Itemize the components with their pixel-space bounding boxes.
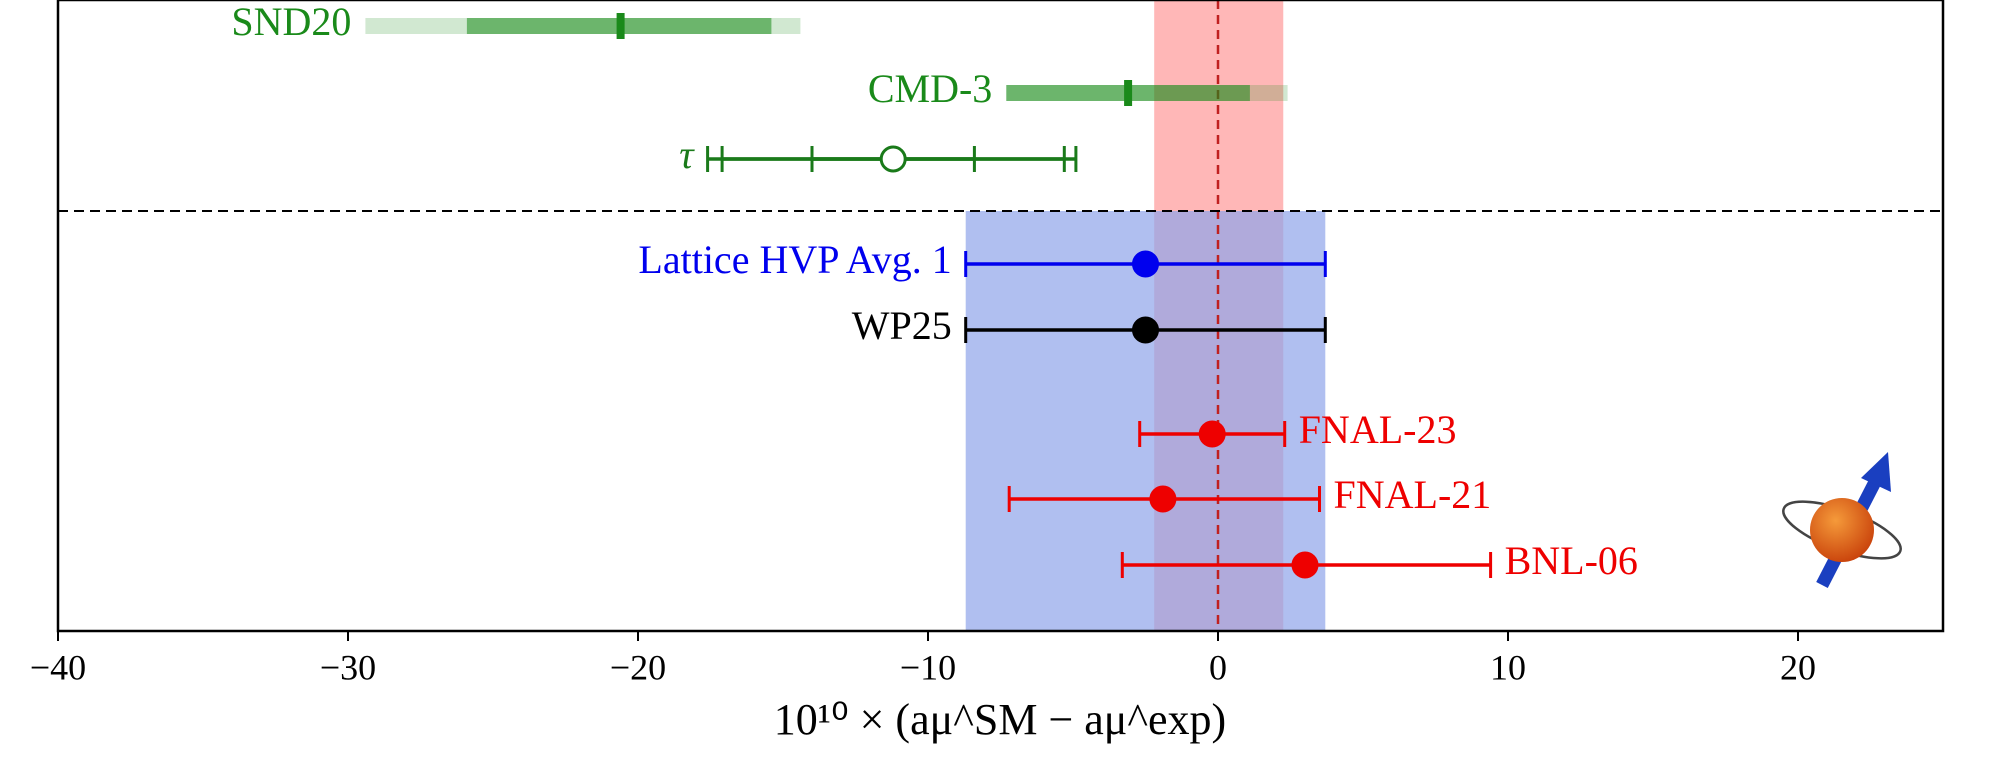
x-tick-label: −40 [30, 647, 86, 687]
series-label: BNL-06 [1505, 538, 1638, 583]
central-value [1124, 80, 1133, 106]
x-tick-label: −10 [900, 647, 956, 687]
x-tick-label: 20 [1780, 647, 1816, 687]
central-value [879, 145, 907, 173]
central-value [1291, 551, 1319, 579]
series-label: FNAL-21 [1334, 472, 1492, 517]
x-axis-label: 10¹⁰ × (aμ^SM − aμ^exp) [774, 695, 1226, 744]
x-tick-label: 0 [1209, 647, 1227, 687]
central-value [1149, 485, 1177, 513]
central-value [616, 13, 625, 39]
bands [965, 0, 1326, 631]
series-label: SND20 [231, 0, 351, 44]
axes-frame [56, 0, 1945, 633]
x-tick-label: 10 [1490, 647, 1526, 687]
marks: SND20 CMD-3 τ Lattice HVP Avg. 1 WP25 FNAL-23… [231, 0, 1638, 583]
central-value [1132, 316, 1159, 344]
band [965, 211, 1326, 631]
sphere [1810, 498, 1874, 562]
series-label: CMD-3 [868, 66, 992, 111]
spin-arrowhead [1861, 452, 1891, 492]
series-label: τ [679, 132, 695, 177]
muon-icon [1782, 452, 1902, 588]
central-value [1132, 250, 1159, 278]
central-value [1198, 420, 1226, 448]
x-tick-label: −20 [610, 647, 666, 687]
series-label: Lattice HVP Avg. 1 [638, 237, 951, 282]
x-tick-label: −30 [320, 647, 376, 687]
series-label: WP25 [852, 303, 952, 348]
series-label: FNAL-23 [1299, 407, 1457, 452]
